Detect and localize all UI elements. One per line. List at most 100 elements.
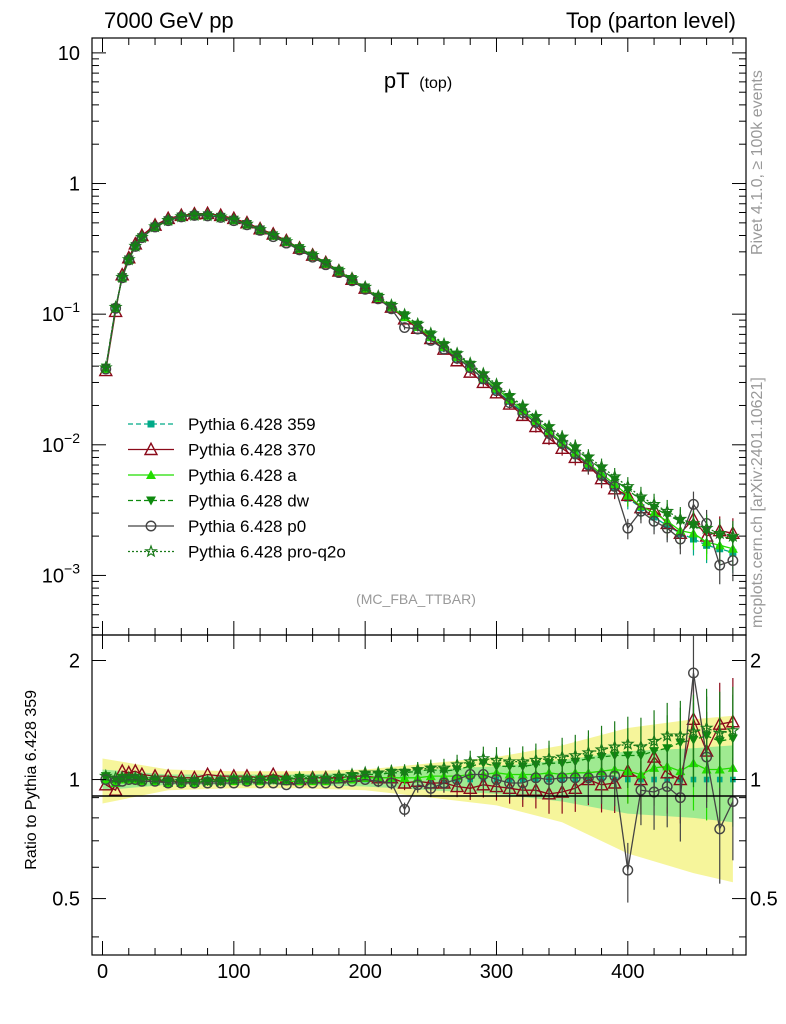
data-point	[686, 516, 701, 530]
ratio-bands	[102, 715, 733, 883]
data-point	[253, 772, 267, 786]
data-point	[332, 263, 346, 277]
data-point	[542, 751, 556, 765]
data-point	[463, 754, 478, 768]
data-point	[673, 728, 688, 742]
legend-marker	[145, 520, 157, 532]
legend-item-pythia-6-428-p0: Pythia 6.428 p0	[128, 517, 306, 536]
data-point	[555, 429, 570, 443]
data-point	[292, 240, 307, 255]
data-point	[279, 772, 294, 786]
series-line	[105, 214, 734, 537]
data-point	[594, 742, 609, 756]
data-point	[515, 754, 530, 768]
ratio-x-tick-label: 0	[97, 961, 108, 983]
mcplots-label: mcplots.cern.ch [arXiv:2401.10621]	[749, 377, 766, 628]
main-y-tick-label: 10	[58, 43, 80, 65]
ratio-y-tick-label: 0.5	[750, 889, 778, 911]
data-point	[98, 768, 113, 783]
data-point	[213, 209, 228, 223]
data-point	[502, 388, 517, 402]
data-point	[174, 209, 189, 223]
legend-item-pythia-6-428-359: Pythia 6.428 359	[128, 415, 316, 434]
data-point	[410, 762, 425, 776]
data-point	[686, 724, 701, 738]
data-point	[226, 212, 241, 226]
series-pythia-6-428-pro-q2o	[98, 686, 740, 790]
data-point	[333, 267, 345, 279]
data-point	[240, 772, 254, 786]
data-point	[449, 778, 465, 793]
data-point	[622, 864, 634, 876]
data-point	[320, 259, 332, 271]
data-point	[305, 247, 320, 262]
rivet-label: Rivet 4.1.0, ≥ 100k events	[749, 70, 766, 255]
main-y-tick-label: 10−3	[42, 560, 80, 587]
data-point	[148, 219, 162, 233]
data-point	[397, 775, 412, 789]
data-point	[200, 774, 215, 788]
data-point	[359, 283, 371, 295]
data-point	[555, 749, 570, 763]
header-left: 7000 GeV pp	[104, 8, 234, 33]
data-point	[620, 479, 635, 493]
legend-label: Pythia 6.428 dw	[188, 492, 310, 511]
data-point	[98, 777, 113, 791]
data-point	[397, 763, 412, 778]
data-point	[161, 774, 176, 788]
ratio-series	[98, 635, 741, 903]
data-point	[437, 336, 451, 350]
data-point	[397, 307, 412, 321]
data-point	[241, 775, 253, 787]
data-point	[660, 728, 675, 742]
data-point	[345, 271, 360, 285]
data-point	[115, 269, 130, 284]
data-point	[674, 792, 686, 804]
legend-marker	[147, 420, 155, 428]
data-point	[161, 213, 176, 227]
data-point	[688, 667, 699, 679]
main-y-tick-label: 1	[69, 174, 80, 196]
data-point	[515, 398, 530, 412]
series-line	[105, 727, 734, 782]
data-point	[307, 251, 319, 263]
data-point	[371, 765, 386, 779]
data-point	[149, 775, 161, 787]
legend: Pythia 6.428 359 Pythia 6.428 370 Pythia 6…	[128, 415, 346, 562]
data-point	[266, 772, 281, 786]
data-point	[423, 326, 438, 340]
ratio-y-axis: 0.5 0.5 1 1 2 2	[52, 650, 778, 938]
data-point	[463, 356, 478, 370]
legend-marker	[143, 441, 159, 456]
legend-marker	[146, 496, 156, 506]
data-point	[215, 777, 227, 789]
data-point	[528, 752, 543, 766]
ratio-y-tick-label: 1	[750, 770, 761, 792]
header-right: Top (parton level)	[566, 8, 736, 33]
data-point	[240, 216, 254, 230]
data-point	[135, 229, 149, 244]
data-point	[318, 255, 333, 269]
data-point	[699, 520, 714, 535]
ratio-x-axis: 0 100 200 300 400	[97, 635, 734, 983]
data-point	[100, 363, 112, 375]
data-point	[254, 777, 266, 789]
data-point	[135, 772, 149, 786]
data-point	[200, 208, 215, 222]
main-series	[98, 205, 741, 585]
ratio-frame	[91, 634, 747, 956]
data-point	[450, 757, 464, 771]
data-point	[202, 777, 214, 789]
data-point	[647, 733, 661, 748]
ratio-x-tick-label: 400	[611, 961, 644, 983]
data-point	[305, 770, 320, 784]
main-title: pT (top)	[384, 68, 452, 93]
data-point	[187, 774, 202, 788]
data-point	[450, 346, 464, 360]
data-point	[489, 752, 504, 766]
data-point	[476, 777, 491, 791]
main-y-tick-label: 10−1	[42, 299, 80, 326]
data-point	[307, 777, 319, 789]
data-point	[267, 231, 279, 243]
data-point	[384, 298, 399, 312]
